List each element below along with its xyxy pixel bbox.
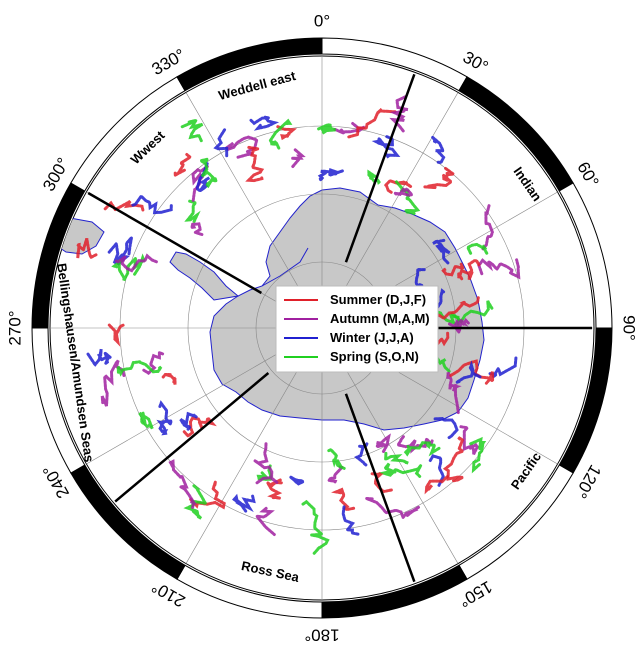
float-track: [291, 147, 306, 168]
longitude-label: 90°: [620, 315, 639, 341]
float-track: [276, 125, 298, 141]
float-track: [365, 496, 420, 521]
float-track: [189, 222, 204, 236]
float-track: [142, 350, 165, 375]
float-track: [428, 454, 445, 487]
float-track: [289, 475, 307, 486]
float-track: [107, 323, 125, 347]
float-track: [341, 505, 361, 536]
legend: Summer (D,J,F) Autumn (M,A,M) Winter (J,J,…: [275, 285, 439, 373]
float-track: [383, 451, 409, 465]
float-track: [389, 95, 409, 133]
float-track: [403, 441, 441, 457]
float-track: [414, 267, 427, 291]
float-track: [433, 416, 459, 440]
float-track: [459, 425, 480, 455]
float-track: [301, 499, 330, 555]
float-track: [213, 127, 229, 158]
legend-label: Spring (S,O,N): [330, 349, 419, 364]
float-track: [395, 435, 434, 454]
longitude-label: 0°: [314, 11, 330, 30]
sector-boundary-line: [114, 372, 270, 503]
float-track: [232, 493, 256, 513]
float-track: [373, 433, 391, 455]
float-track: [469, 436, 487, 474]
float-track: [477, 258, 521, 280]
longitude-label: 60°: [573, 159, 602, 191]
float-track: [245, 145, 265, 183]
float-track: [156, 400, 174, 436]
float-track: [86, 348, 112, 367]
legend-label: Summer (D,J,F): [330, 292, 426, 307]
sector-boundaries: [87, 73, 592, 583]
float-track: [394, 186, 415, 197]
float-track: [102, 200, 145, 212]
float-track: [317, 123, 336, 135]
float-track: [457, 259, 481, 281]
float-track: [432, 238, 451, 265]
float-track: [317, 168, 344, 184]
float-track: [481, 204, 494, 251]
float-track: [113, 253, 158, 273]
legend-label: Winter (J,J,A): [330, 330, 414, 345]
sector-boundary-line: [344, 393, 416, 583]
float-track: [384, 178, 412, 194]
legend-label: Autumn (M,A,M): [330, 311, 430, 326]
longitude-label: 30°: [460, 47, 492, 76]
float-track: [74, 237, 98, 260]
float-track: [465, 242, 489, 255]
float-track: [442, 436, 468, 483]
sector-boundary-line: [87, 191, 263, 295]
float-track: [423, 166, 458, 190]
float-track: [253, 442, 279, 485]
frame-segment: [176, 37, 323, 92]
float-track: [161, 372, 177, 385]
map-frame: [31, 37, 613, 619]
float-track: [456, 360, 482, 384]
float-track: [138, 411, 154, 430]
float-track: [168, 459, 198, 509]
float-track: [197, 156, 219, 189]
float-track: [431, 136, 446, 165]
float-track: [184, 199, 201, 223]
float-track: [254, 506, 276, 536]
float-track: [116, 360, 163, 377]
float-track: [347, 107, 397, 139]
float-track: [367, 169, 381, 185]
float-track: [488, 355, 518, 378]
float-track: [249, 114, 280, 131]
sector-boundary-line: [344, 73, 416, 263]
longitude-label: 270°: [5, 310, 24, 345]
ice-shelf-weddell: [261, 247, 309, 287]
float-track: [433, 296, 480, 321]
float-track: [327, 447, 346, 470]
float-track: [448, 317, 470, 337]
float-track: [377, 462, 423, 478]
float-track: [173, 153, 193, 178]
float-track: [100, 359, 126, 407]
antarctic-peninsula: [169, 251, 240, 301]
float-track: [446, 371, 462, 415]
float-track: [267, 118, 293, 150]
longitude-label: 180°: [304, 626, 339, 645]
float-track: [424, 475, 449, 495]
float-track: [331, 487, 356, 512]
float-track: [180, 118, 204, 143]
float-track: [441, 262, 466, 277]
float-track: [266, 478, 283, 500]
float-track: [370, 472, 394, 493]
float-track: [179, 411, 199, 431]
float-track: [131, 193, 173, 215]
